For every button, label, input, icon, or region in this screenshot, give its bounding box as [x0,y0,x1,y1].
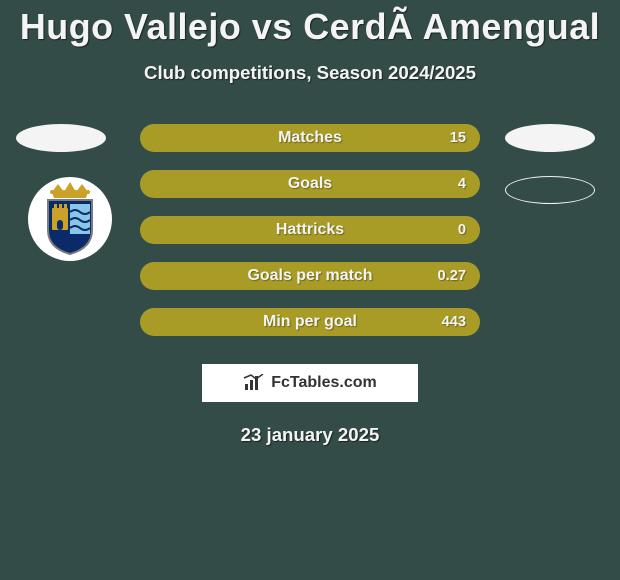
comparison-card: Hugo Vallejo vs CerdÃ Amengual Club comp… [0,0,620,580]
stat-value: 443 [442,314,466,330]
stat-value: 0 [458,222,466,238]
page-subtitle: Club competitions, Season 2024/2025 [0,62,620,84]
bar-chart-icon [243,374,265,392]
crest-icon [40,182,100,256]
stat-bar: Matches 15 [140,124,480,152]
stat-label: Matches [278,129,342,147]
stats-bars: Matches 15 Goals 4 Hattricks 0 Goals per match… [140,124,480,336]
stat-value: 15 [450,130,466,146]
player-left-marker [16,124,106,152]
stat-label: Hattricks [276,221,344,239]
club-crest [28,177,112,261]
page-title: Hugo Vallejo vs CerdÃ Amengual [0,0,620,48]
stat-label: Goals per match [247,267,372,285]
stat-bar: Goals per match 0.27 [140,262,480,290]
player-right-marker [505,124,595,152]
stat-value: 4 [458,176,466,192]
stat-value: 0.27 [438,268,466,284]
stat-bar: Goals 4 [140,170,480,198]
stat-bar: Hattricks 0 [140,216,480,244]
player-right-marker-2 [505,176,595,204]
snapshot-date: 23 january 2025 [0,424,620,446]
stat-label: Min per goal [263,313,357,331]
stat-bar: Min per goal 443 [140,308,480,336]
stat-label: Goals [288,175,332,193]
brand-badge: FcTables.com [202,364,418,402]
brand-text: FcTables.com [271,374,377,392]
